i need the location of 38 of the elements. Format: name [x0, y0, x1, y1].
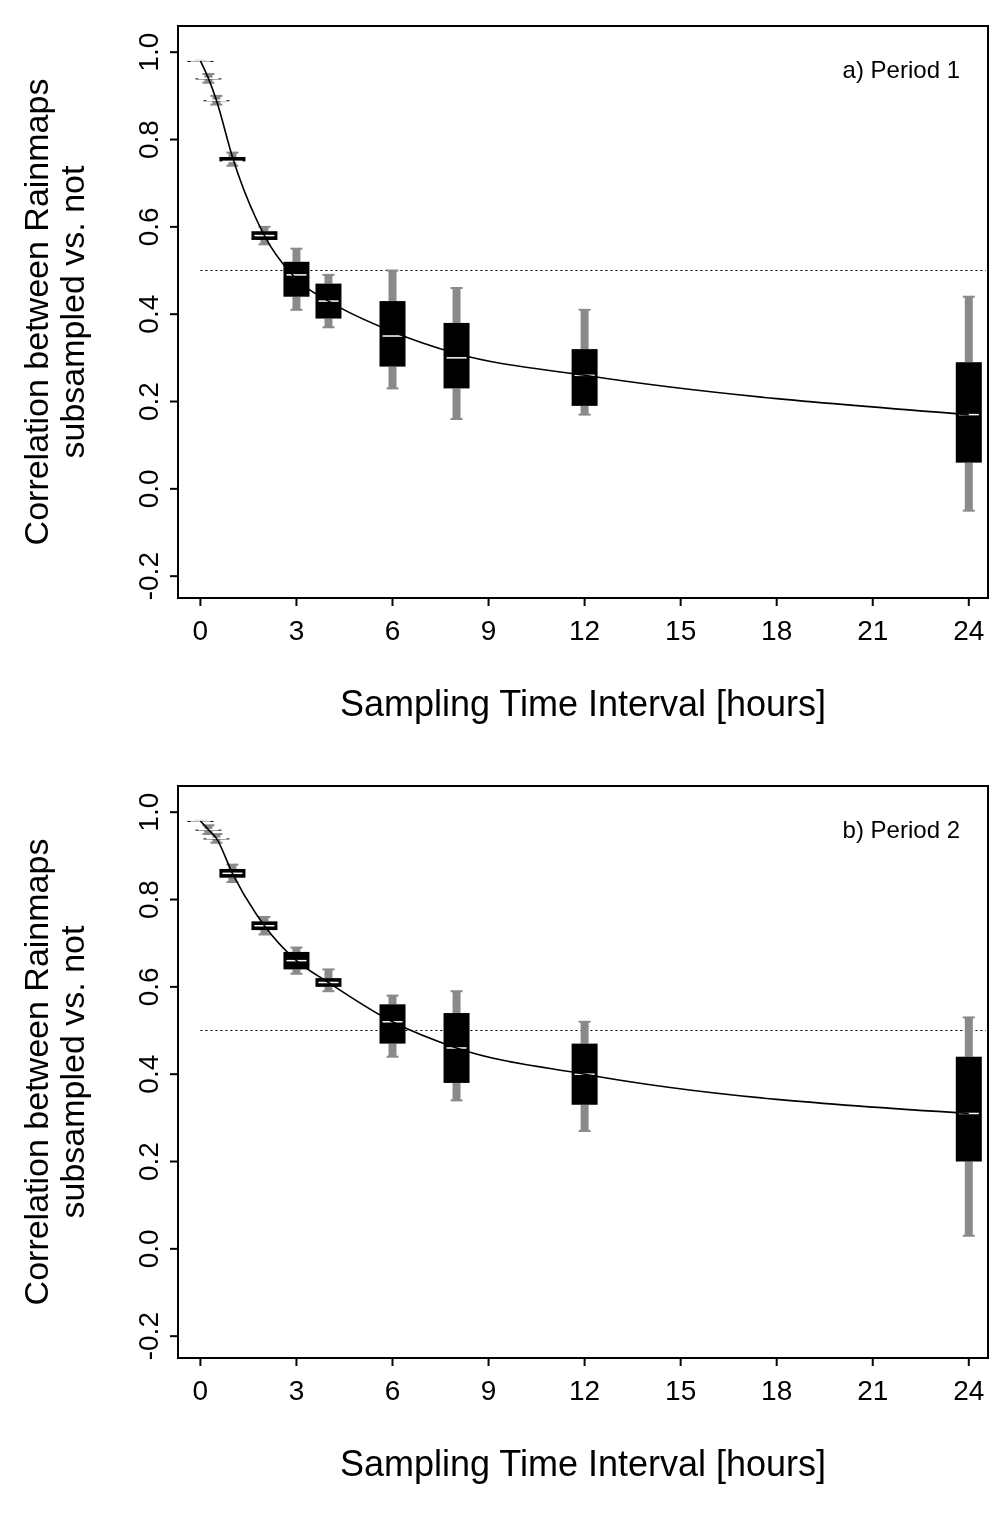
x-axis-title: Sampling Time Interval [hours] — [339, 1443, 827, 1484]
x-tick-label: 18 — [761, 1375, 793, 1406]
y-tick-label: 0.0 — [133, 469, 164, 509]
x-tick-label: 15 — [665, 1375, 697, 1406]
y-tick-label: 0.8 — [133, 880, 164, 919]
y-tick-label: 1.0 — [133, 32, 164, 72]
y-tick-label: 0.6 — [133, 967, 164, 1007]
y-tick-label: 0.2 — [133, 1142, 164, 1181]
y-tick-label: -0.2 — [133, 552, 164, 601]
y-tick-label: 0.0 — [133, 1229, 164, 1269]
x-tick-label: 15 — [665, 615, 697, 646]
x-tick-label: 9 — [480, 615, 497, 646]
annotation: b) Period 2 — [842, 816, 960, 843]
x-tick-label: 12 — [569, 1375, 601, 1406]
y-tick-label: 0.8 — [133, 120, 164, 159]
x-tick-label: 3 — [288, 615, 305, 646]
y-axis-title: Correlation between Rainmaps subsampled vs. not — [17, 838, 91, 1306]
x-tick-label: 6 — [384, 1375, 401, 1406]
x-tick-label: 18 — [761, 615, 793, 646]
y-tick-label: -0.2 — [133, 1312, 164, 1361]
x-tick-label: 21 — [857, 1375, 889, 1406]
y-tick-label: 0.6 — [133, 207, 164, 247]
annotation: a) Period 1 — [842, 56, 960, 83]
x-tick-label: 3 — [288, 1375, 305, 1406]
y-tick-label: 0.4 — [133, 294, 164, 334]
y-tick-label: 0.2 — [133, 382, 164, 421]
y-axis-title: Correlation between Rainmaps subsampled vs. not — [17, 78, 91, 546]
x-tick-label: 12 — [569, 615, 601, 646]
x-tick-label: 0 — [192, 1375, 209, 1406]
x-tick-label: 0 — [192, 615, 209, 646]
x-tick-label: 24 — [953, 1375, 985, 1406]
x-tick-label: 6 — [384, 615, 401, 646]
x-tick-label: 9 — [480, 1375, 497, 1406]
y-tick-label: 1.0 — [133, 792, 164, 832]
x-axis-title: Sampling Time Interval [hours] — [339, 683, 827, 724]
x-tick-label: 21 — [857, 615, 889, 646]
y-tick-label: 0.4 — [133, 1054, 164, 1094]
x-tick-label: 24 — [953, 615, 985, 646]
